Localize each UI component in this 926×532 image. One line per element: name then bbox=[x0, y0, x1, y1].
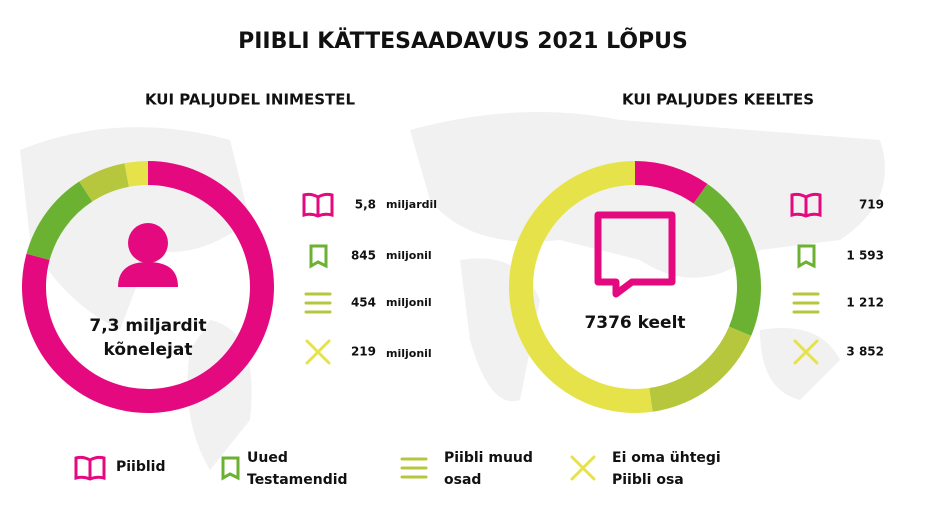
testament-icon bbox=[309, 244, 328, 269]
subtitle: KUI PALJUDES KEELTES bbox=[622, 91, 814, 109]
legend-icon bbox=[400, 457, 428, 479]
book-icon bbox=[74, 455, 106, 481]
value-label: 1 593 bbox=[846, 249, 884, 263]
title: PIIBLI KÄTTESAADAVUS 2021 LÕPUS bbox=[238, 28, 688, 54]
legend-label-line: osad bbox=[444, 472, 481, 488]
center-label: 7,3 miljardit kõnelejat bbox=[89, 316, 206, 360]
legend-label-line: Piibli muud bbox=[444, 450, 533, 466]
legend-label-line: Piibli osa bbox=[612, 472, 684, 488]
value-label: 5,8 bbox=[355, 198, 376, 212]
center-label-line: 7,3 miljardit bbox=[89, 316, 206, 336]
donut-segment bbox=[693, 183, 761, 336]
value-label: 3 852 bbox=[846, 345, 884, 359]
value-label: 454 bbox=[351, 296, 376, 310]
legend-label-line: Testamendid bbox=[247, 472, 348, 488]
legend-icon bbox=[790, 192, 822, 218]
unit-label: miljardil bbox=[386, 198, 437, 211]
legend-label: Piiblid bbox=[116, 459, 166, 475]
legend-icon bbox=[309, 244, 328, 269]
donut-segment bbox=[26, 181, 93, 261]
testament-icon bbox=[221, 456, 240, 481]
legend-icon bbox=[304, 292, 332, 314]
cross-icon bbox=[793, 339, 819, 365]
legend-icon bbox=[221, 456, 240, 481]
legend-label-line: Ei oma ühtegi bbox=[612, 450, 721, 466]
unit-label: miljonil bbox=[386, 347, 432, 360]
value-label: 1 212 bbox=[846, 296, 884, 310]
cross-icon bbox=[570, 455, 596, 481]
legend-icon bbox=[74, 455, 106, 481]
donut-segment bbox=[509, 161, 653, 413]
legend-icon bbox=[793, 339, 819, 365]
legend-label: Uued Testamendid bbox=[247, 450, 348, 488]
legend-icon bbox=[797, 244, 816, 269]
testament-icon bbox=[797, 244, 816, 269]
cross-icon bbox=[305, 339, 331, 365]
legend-icon bbox=[792, 292, 820, 314]
book-icon bbox=[302, 192, 334, 218]
value-label: 719 bbox=[859, 198, 884, 212]
legend-label: Piibli muud osad bbox=[444, 450, 533, 488]
subtitle: KUI PALJUDEL INIMESTEL bbox=[145, 91, 356, 109]
center-label: 7376 keelt bbox=[584, 313, 685, 333]
donut-segment bbox=[635, 161, 708, 204]
legend-icon bbox=[305, 339, 331, 365]
unit-label: miljonil bbox=[386, 249, 432, 262]
unit-label: miljonil bbox=[386, 296, 432, 309]
center-label-line: kõnelejat bbox=[104, 340, 193, 360]
speech-bubble-icon bbox=[594, 211, 676, 298]
donut-segment bbox=[124, 161, 148, 187]
book-icon bbox=[790, 192, 822, 218]
donut-segment bbox=[649, 326, 752, 412]
legend-icon bbox=[570, 455, 596, 481]
donut-segment bbox=[79, 163, 129, 202]
value-label: 219 bbox=[351, 345, 376, 359]
legend-icon bbox=[302, 192, 334, 218]
legend-label: Ei oma ühtegi Piibli osa bbox=[612, 450, 721, 488]
person-icon bbox=[118, 223, 178, 287]
value-label: 845 bbox=[351, 249, 376, 263]
legend-label-line: Uued bbox=[247, 450, 288, 466]
